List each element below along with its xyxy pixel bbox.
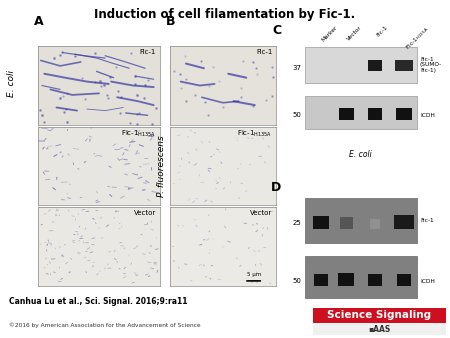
FancyBboxPatch shape — [305, 198, 417, 243]
Text: Vector: Vector — [251, 210, 273, 216]
Text: E. coli: E. coli — [350, 150, 372, 159]
FancyBboxPatch shape — [396, 108, 412, 120]
FancyBboxPatch shape — [368, 274, 382, 286]
FancyBboxPatch shape — [313, 323, 446, 335]
Text: ICDH: ICDH — [420, 113, 435, 118]
Text: 50: 50 — [293, 279, 302, 284]
Text: 25: 25 — [293, 220, 302, 226]
Text: D: D — [271, 181, 281, 194]
Text: Fic-1
(SUMO-
Fic-1): Fic-1 (SUMO- Fic-1) — [420, 56, 442, 73]
FancyBboxPatch shape — [395, 61, 413, 71]
Text: ICDH: ICDH — [420, 279, 435, 284]
Text: P. fluorescens: P. fluorescens — [335, 313, 387, 321]
Text: A: A — [34, 15, 43, 28]
Text: Marker: Marker — [321, 25, 339, 43]
Text: Science Signaling: Science Signaling — [327, 310, 431, 320]
FancyBboxPatch shape — [397, 274, 411, 286]
Text: Fic-1$_{\mathrm{H135A}}$: Fic-1$_{\mathrm{H135A}}$ — [121, 129, 156, 139]
Text: Fic-1: Fic-1 — [140, 49, 156, 55]
FancyBboxPatch shape — [368, 108, 382, 120]
FancyBboxPatch shape — [313, 308, 446, 323]
Text: Fic-1: Fic-1 — [375, 25, 388, 38]
FancyBboxPatch shape — [313, 216, 329, 229]
Text: Vector: Vector — [346, 25, 363, 42]
FancyBboxPatch shape — [305, 256, 417, 298]
Text: 50: 50 — [293, 113, 302, 118]
Text: Fic-1$_{\mathrm{H135A}}$: Fic-1$_{\mathrm{H135A}}$ — [404, 25, 432, 52]
Text: Canhua Lu et al., Sci. Signal. 2016;9:ra11: Canhua Lu et al., Sci. Signal. 2016;9:ra… — [9, 297, 188, 306]
Text: Fic-1$_{\mathrm{H135A}}$: Fic-1$_{\mathrm{H135A}}$ — [238, 129, 273, 139]
FancyBboxPatch shape — [305, 47, 417, 83]
FancyBboxPatch shape — [338, 273, 355, 286]
FancyBboxPatch shape — [368, 61, 382, 71]
FancyBboxPatch shape — [340, 217, 353, 229]
Text: B: B — [166, 15, 175, 28]
FancyBboxPatch shape — [305, 96, 417, 129]
Text: Induction of cell filamentation by Fic-1.: Induction of cell filamentation by Fic-1… — [94, 8, 356, 21]
Text: ▪AAS: ▪AAS — [368, 325, 390, 334]
Text: P. fluorescens: P. fluorescens — [158, 135, 166, 197]
Text: E. coli: E. coli — [7, 70, 16, 97]
Text: Fic-1: Fic-1 — [256, 49, 273, 55]
Text: Fic-1: Fic-1 — [420, 218, 433, 223]
FancyBboxPatch shape — [370, 219, 380, 229]
Text: Vector: Vector — [134, 210, 156, 216]
Text: ©2016 by American Association for the Advancement of Science: ©2016 by American Association for the Ad… — [9, 322, 201, 328]
FancyBboxPatch shape — [394, 215, 414, 229]
FancyBboxPatch shape — [314, 274, 328, 286]
Text: 37: 37 — [293, 65, 302, 71]
Text: C: C — [272, 24, 281, 37]
Text: 5 μm: 5 μm — [247, 272, 261, 277]
FancyBboxPatch shape — [339, 108, 354, 120]
